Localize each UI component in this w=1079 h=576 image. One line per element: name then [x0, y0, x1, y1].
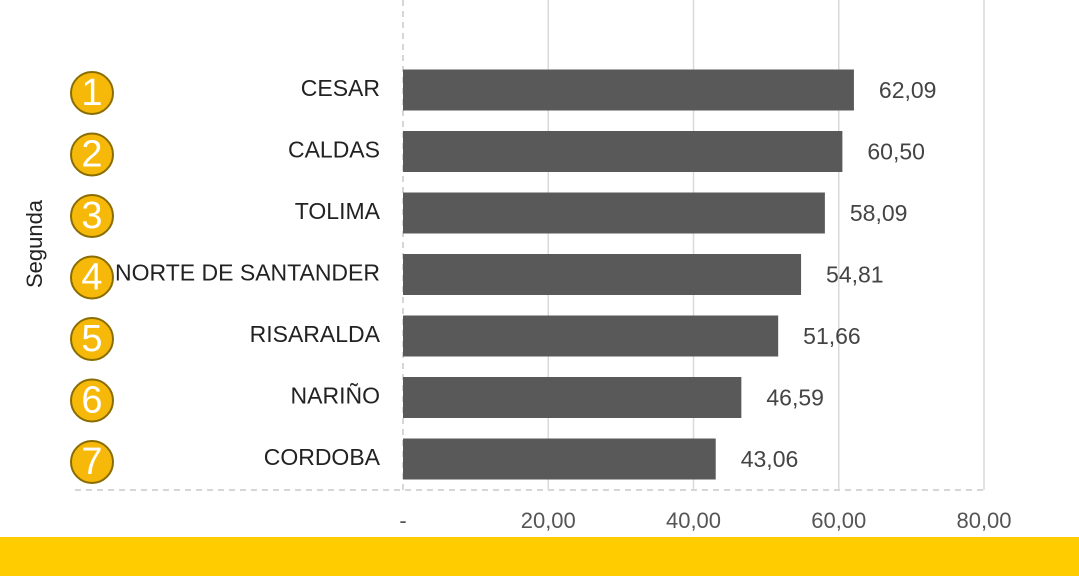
value-label: 54,81: [826, 262, 884, 288]
category-label: CORDOBA: [264, 444, 381, 470]
rank-badge: [70, 71, 114, 115]
rank-number: 5: [81, 318, 102, 360]
category-label: CESAR: [301, 75, 380, 101]
value-label: 60,50: [867, 139, 925, 165]
rank-number: 4: [81, 257, 102, 299]
bar: [403, 254, 802, 295]
rank-number: 3: [81, 195, 102, 237]
bar: [403, 131, 843, 172]
value-label: 43,06: [741, 446, 799, 472]
bar: [403, 69, 854, 111]
category-label: RISARALDA: [250, 321, 381, 347]
rank-badge: [70, 317, 114, 361]
x-tick-label: 20,00: [521, 508, 576, 533]
category-label: TOLIMA: [295, 198, 381, 224]
x-tick-label: 80,00: [956, 508, 1011, 533]
footer-band: [0, 537, 1079, 576]
rank-badge: [70, 194, 114, 238]
bar: [403, 192, 825, 234]
value-label: 62,09: [879, 77, 937, 103]
rank-badge: [70, 255, 114, 300]
bar: [403, 377, 742, 418]
bar: [403, 438, 716, 480]
x-tick-label: -: [399, 508, 406, 533]
x-tick-label: 60,00: [811, 508, 866, 533]
y-axis-label: Segunda: [22, 199, 47, 288]
value-label: 58,09: [850, 200, 908, 226]
category-label: NARIÑO: [291, 383, 380, 409]
value-label: 46,59: [766, 385, 824, 411]
rank-number: 6: [81, 380, 102, 422]
rank-number: 1: [81, 72, 102, 114]
x-tick-label: 40,00: [666, 508, 721, 533]
rank-badge: [70, 440, 114, 484]
rank-badge: [70, 132, 114, 177]
value-label: 51,66: [803, 323, 861, 349]
category-label: NORTE DE SANTANDER: [115, 260, 380, 286]
bar: [403, 315, 779, 357]
rank-badge: [70, 378, 114, 423]
rank-number: 2: [81, 134, 102, 176]
category-label: CALDAS: [288, 137, 380, 163]
rank-number: 7: [81, 441, 102, 483]
